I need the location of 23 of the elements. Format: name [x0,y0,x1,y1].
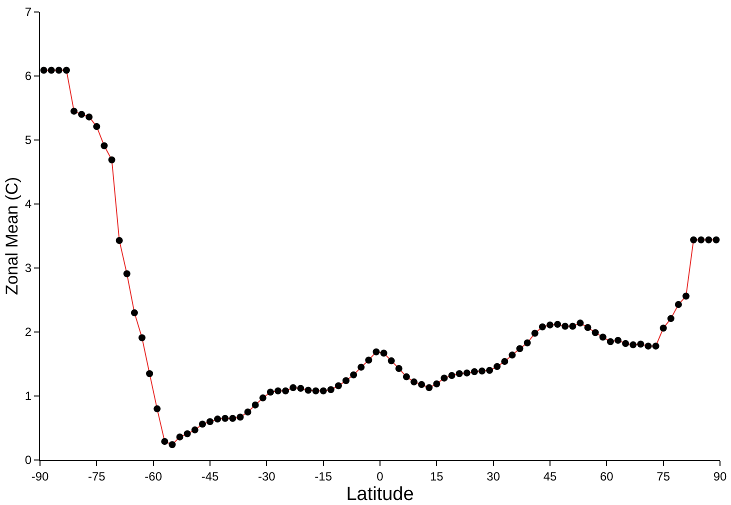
x-tick-label: 90 [713,469,727,484]
y-tick-label: 2 [24,325,32,340]
x-tick-label: 15 [430,469,444,484]
x-axis-title: Latitude [346,484,414,505]
y-tick-label: 3 [24,261,32,276]
x-tick-label: -15 [314,469,332,484]
y-tick-label: 4 [24,197,32,212]
x-tick-label: 60 [600,469,614,484]
y-tick-label: 5 [24,133,32,148]
y-tick-label: 1 [24,389,32,404]
y-tick-label: 6 [24,69,32,84]
x-tick-label: 0 [376,469,384,484]
y-axis-title: Zonal Mean (C) [2,176,22,296]
y-tick-label: 0 [24,453,32,468]
x-tick-label: -60 [144,469,162,484]
x-tick-label: 75 [656,469,670,484]
x-tick-label: 30 [486,469,500,484]
y-tick-label: 7 [24,5,32,20]
x-tick-label: -30 [258,469,276,484]
x-tick-label: -45 [201,469,219,484]
x-tick-label: -90 [31,469,49,484]
x-tick-label: -75 [88,469,106,484]
x-tick-label: 45 [543,469,557,484]
